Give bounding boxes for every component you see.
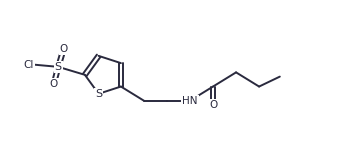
Text: HN: HN bbox=[182, 96, 198, 106]
Text: O: O bbox=[209, 100, 217, 110]
Text: S: S bbox=[55, 62, 62, 72]
Text: S: S bbox=[95, 89, 102, 99]
Text: O: O bbox=[59, 44, 68, 54]
Text: O: O bbox=[50, 79, 58, 89]
Text: Cl: Cl bbox=[24, 60, 34, 70]
